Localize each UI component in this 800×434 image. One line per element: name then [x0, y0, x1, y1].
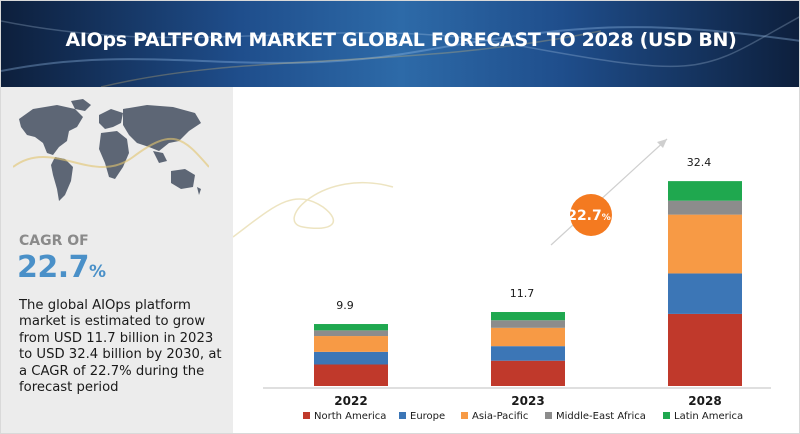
- bar-segment-2023-europe: [491, 346, 565, 361]
- legend-swatch-latin-america: [663, 412, 670, 419]
- bar-segment-2023-latin-america: [491, 312, 565, 320]
- total-label-2023: 11.7: [510, 287, 535, 300]
- bar-segment-2023-middle-east-africa: [491, 320, 565, 328]
- legend-label-asia-pacific: Asia-Pacific: [472, 411, 528, 422]
- bar-segment-2028-latin-america: [668, 181, 742, 201]
- legend-label-north-america: North America: [314, 411, 386, 422]
- legend-swatch-asia-pacific: [461, 412, 468, 419]
- bar-segment-2022-north-america: [314, 365, 388, 387]
- legend-label-europe: Europe: [410, 411, 445, 422]
- x-tick-label-2022: 2022: [334, 394, 367, 408]
- bar-segment-2028-north-america: [668, 314, 742, 386]
- total-label-2022: 9.9: [336, 299, 354, 312]
- bar-segment-2023-north-america: [491, 361, 565, 386]
- legend-swatch-north-america: [303, 412, 310, 419]
- decorative-curve: [233, 183, 393, 237]
- bar-segment-2022-middle-east-africa: [314, 330, 388, 336]
- cagr-percent-sign: %: [89, 262, 106, 282]
- page-title: AIOps PALTFORM MARKET GLOBAL FORECAST TO…: [1, 29, 800, 51]
- legend-label-middle-east-africa: Middle-East Africa: [556, 411, 646, 422]
- bar-segment-2023-asia-pacific: [491, 328, 565, 346]
- cagr-badge: 22.7%: [567, 194, 612, 236]
- bar-segment-2028-middle-east-africa: [668, 201, 742, 215]
- stacked-bar-chart: 9.9 2022 11.7 2023 32.4 2028 22.7% North Amer…: [233, 87, 800, 434]
- bar-segment-2022-europe: [314, 352, 388, 365]
- total-label-2028: 32.4: [687, 156, 712, 169]
- bar-segment-2022-latin-america: [314, 324, 388, 330]
- bar-segment-2028-europe: [668, 273, 742, 313]
- growth-arrow-icon: [551, 139, 667, 245]
- world-map-icon: [13, 97, 209, 217]
- legend-swatch-middle-east-africa: [545, 412, 552, 419]
- cagr-badge-percent: %: [602, 213, 611, 223]
- description-text: The global AIOps platform market is esti…: [19, 298, 229, 396]
- legend-swatch-europe: [399, 412, 406, 419]
- x-tick-label-2028: 2028: [688, 394, 721, 408]
- cagr-label: CAGR OF: [19, 233, 89, 249]
- bar-segment-2028-asia-pacific: [668, 215, 742, 274]
- cagr-badge-number: 22.7: [567, 208, 602, 224]
- header-banner: AIOps PALTFORM MARKET GLOBAL FORECAST TO…: [1, 1, 800, 87]
- cagr-number: 22.7: [17, 250, 89, 285]
- x-tick-label-2023: 2023: [511, 394, 544, 408]
- cagr-value: 22.7%: [17, 250, 106, 285]
- bar-segment-2022-asia-pacific: [314, 336, 388, 352]
- legend-label-latin-america: Latin America: [674, 411, 743, 422]
